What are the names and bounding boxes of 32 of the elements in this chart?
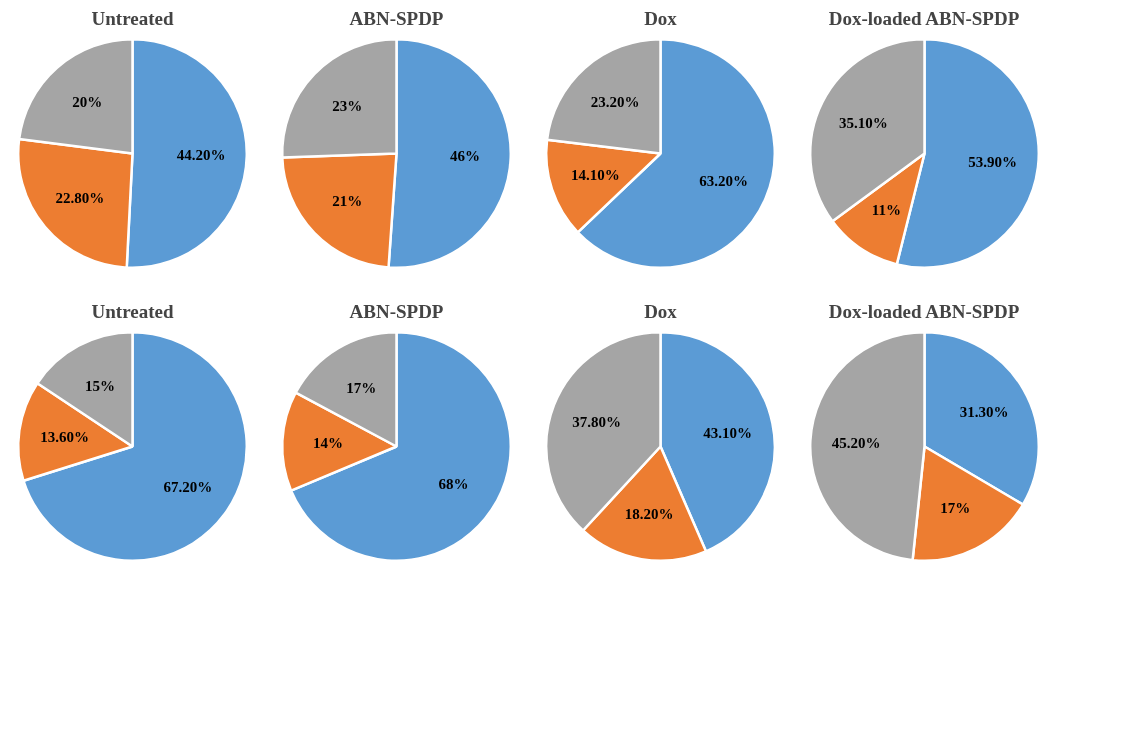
data-label: 21% — [332, 193, 363, 210]
data-label: 23% — [332, 97, 363, 114]
data-label: 35.10% — [838, 114, 888, 131]
data-label: 17% — [940, 499, 971, 516]
chart-title: ABN-SPDP — [349, 300, 444, 322]
data-label: 67.20% — [163, 479, 213, 496]
data-label: 14% — [313, 435, 344, 452]
data-label: 37.80% — [572, 413, 622, 430]
data-label: 68% — [438, 476, 469, 493]
data-label: 11% — [871, 202, 901, 219]
chart-title: Untreated — [91, 7, 174, 29]
data-label: 31.30% — [959, 404, 1009, 421]
chart-title: Dox-loaded ABN-SPDP — [828, 300, 1020, 322]
data-label: 22.80% — [55, 189, 105, 206]
data-label: 44.20% — [176, 147, 226, 164]
data-label: 23.20% — [590, 94, 640, 111]
chart-title: Dox — [644, 7, 678, 29]
chart-title: Dox-loaded ABN-SPDP — [828, 7, 1020, 29]
chart-title: Untreated — [91, 300, 174, 322]
data-label: 46% — [450, 147, 481, 164]
data-label: 45.20% — [831, 434, 881, 451]
data-label: 43.10% — [703, 424, 753, 441]
data-label: 18.20% — [624, 506, 674, 523]
data-label: 20% — [72, 94, 103, 111]
data-label: 53.90% — [968, 153, 1017, 170]
data-label: 13.60% — [40, 428, 89, 445]
data-label: 63.20% — [699, 172, 748, 189]
chart-title: Dox — [644, 300, 678, 322]
data-label: 14.10% — [571, 167, 620, 184]
chart-title: ABN-SPDP — [349, 7, 444, 29]
data-label: 15% — [85, 378, 116, 395]
data-label: 17% — [346, 379, 377, 396]
